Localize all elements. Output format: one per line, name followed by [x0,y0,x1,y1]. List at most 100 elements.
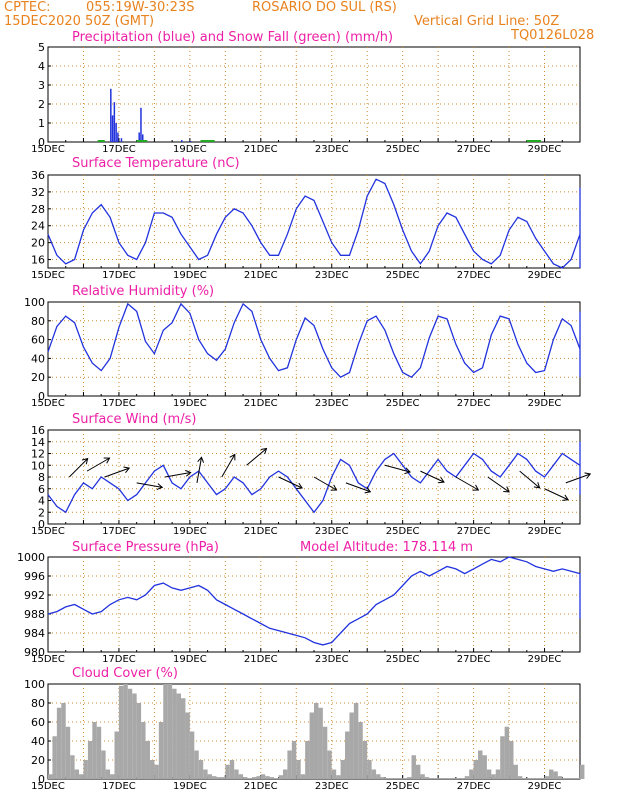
precip-bar [115,123,117,142]
cloud-bar [212,776,217,779]
wind-series-line [47,441,581,514]
cloud-bar [580,764,585,779]
cloud-bar [331,769,337,779]
cloud-bar [393,778,399,779]
cloud-ytick-label: 20 [31,754,45,767]
pres-annotation: Model Altitude: 178.114 m [300,540,474,555]
cloud-bar [101,750,106,779]
cloud-bar [256,776,261,779]
cloud-bar [207,774,213,779]
wind-arrow [221,454,236,478]
cloud-bar [491,774,496,779]
pres-title: Surface Pressure (hPa) [72,540,219,555]
precip-ytick-label: 5 [38,41,45,54]
precip-xtick-label: 25DEC [386,144,420,155]
cloud-xtick-label: 27DEC [457,781,491,792]
cloud-ytick-label: 100 [24,678,45,691]
precip-ytick-label: 4 [38,60,45,73]
precip-bar [138,132,140,142]
cloud-bar [198,760,204,779]
wind-arrow-head [260,447,268,455]
cloud-bar [376,774,381,779]
wind-arrow-head [330,484,338,491]
cloud-bar [447,778,452,779]
rh-title: Relative Humidity (%) [72,284,215,299]
cloud-xtick-label: 29DEC [528,781,562,792]
temp-xtick-label: 21DEC [244,270,278,281]
wind-arrow-head [438,477,445,484]
cloud-bar [438,778,443,779]
wind-ytick-label: 10 [31,459,45,472]
wind-ytick-label: 6 [38,483,45,496]
cloud-bar [464,776,470,779]
cloud-bar [571,778,576,779]
cloud-bar [473,760,479,779]
cloud-bar [353,703,359,779]
temp-xtick-label: 17DEC [102,270,136,281]
cloud-bar [380,777,385,779]
pres-xtick-label: 17DEC [102,654,136,665]
wind-arrow-head [562,494,569,501]
rh-xtick-label: 23DEC [315,398,349,409]
cloud-bar [56,707,62,779]
cloud-ytick-label: 60 [31,716,45,729]
cloud-xtick-label: 17DEC [102,781,136,792]
wind-title: Surface Wind (m/s) [72,412,197,427]
wind-xtick-label: 17DEC [102,526,136,537]
rh-xtick-label: 15DEC [31,398,65,409]
pres-xtick-label: 23DEC [315,654,349,665]
rh-ytick-label: 20 [31,371,45,384]
pres-ytick-label: 988 [24,608,45,621]
cloud-bar [132,693,137,779]
wind-arrow [487,476,510,493]
wind-ytick-label: 12 [31,448,45,461]
cloud-bar [114,731,119,779]
cloud-bar [486,769,492,779]
cloud-bar [105,769,111,779]
cloud-bar [194,750,199,779]
cloud-bar [269,777,275,779]
cloud-bar [517,776,523,779]
wind-arrow-head [364,486,372,494]
rh-xtick-label: 17DEC [102,398,136,409]
precip-xtick-label: 15DEC [31,144,65,155]
header-date: 15DEC2020 50Z (GMT) [4,14,155,29]
wind-arrow [420,470,445,483]
pres-ytick-label: 1000 [17,551,45,564]
cloud-bar [118,685,124,779]
wind-arrow [164,471,191,478]
precip-bar [140,107,142,142]
pres-xtick-label: 27DEC [457,654,491,665]
rh-series-line [47,302,581,379]
cloud-bar [340,760,346,779]
wind-arrow [246,448,267,466]
cloud-bar [358,722,363,779]
cloud-bar [309,712,314,779]
cloud-bar [145,741,150,779]
cloud-bar [314,703,319,779]
cloud-bar [544,776,549,779]
wind-arrow [136,482,163,488]
cloud-bar [548,769,554,779]
pres-xtick-label: 15DEC [31,654,65,665]
cloud-bar [469,769,474,779]
cloud-bar [305,741,310,779]
rh-ytick-label: 60 [31,334,45,347]
temp-xtick-label: 23DEC [315,270,349,281]
cloud-bar [65,726,71,779]
rh-ytick-label: 100 [24,296,45,309]
temp-xtick-label: 15DEC [31,270,65,281]
wind-arrow-head [503,486,510,493]
cloud-title: Cloud Cover (%) [72,666,178,681]
cloud-xtick-label: 23DEC [315,781,349,792]
cloud-bar [110,774,115,779]
cloud-bar [189,731,195,779]
cloud-bar [123,684,128,779]
cloud-bar [167,684,173,779]
cloud-bar [500,736,505,779]
pres-frame [47,556,581,653]
cloud-bar [127,688,133,779]
cloud-bar [322,726,328,779]
cloud-bar [455,778,461,779]
precip-xtick-label: 21DEC [244,144,278,155]
